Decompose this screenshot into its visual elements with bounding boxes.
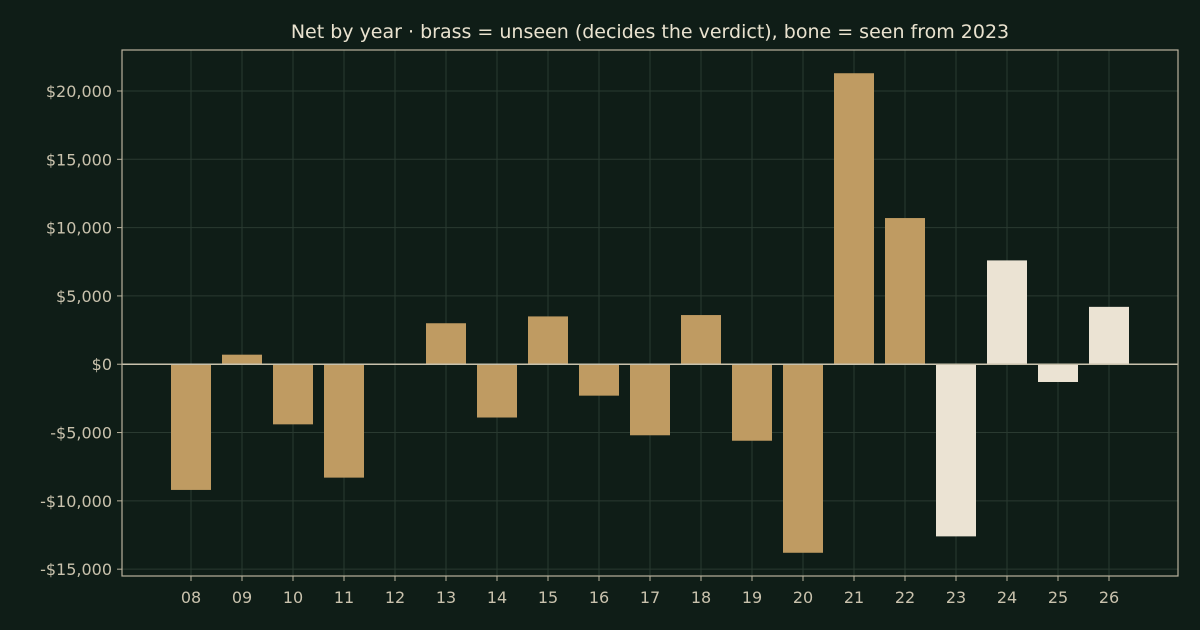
y-tick-label: $10,000 — [46, 219, 112, 238]
bar-11-unseen — [324, 364, 364, 478]
x-tick-label: 18 — [691, 588, 711, 607]
bar-21-unseen — [834, 73, 874, 365]
y-tick-label: $20,000 — [46, 82, 112, 101]
x-tick-label: 12 — [385, 588, 405, 607]
y-tick-label: $0 — [92, 355, 112, 374]
bar-24-seen — [987, 260, 1027, 365]
axes — [117, 49, 1179, 581]
bar-08-unseen — [171, 364, 211, 490]
y-tick-label: -$10,000 — [40, 492, 112, 511]
x-tick-label: 19 — [742, 588, 762, 607]
bars — [171, 73, 1129, 553]
y-tick-label: $5,000 — [56, 287, 112, 306]
bar-20-unseen — [783, 364, 823, 553]
x-tick-label: 15 — [538, 588, 558, 607]
x-tick-label: 09 — [232, 588, 252, 607]
bar-09-unseen — [222, 354, 262, 365]
x-tick-label: 10 — [283, 588, 303, 607]
x-tick-label: 23 — [946, 588, 966, 607]
x-tick-label: 13 — [436, 588, 456, 607]
x-tick-label: 11 — [334, 588, 354, 607]
chart-title: Net by year · brass = unseen (decides th… — [291, 21, 1009, 43]
bar-23-seen — [936, 364, 976, 537]
x-tick-label: 16 — [589, 588, 609, 607]
x-tick-label: 14 — [487, 588, 507, 607]
bar-26-seen — [1089, 306, 1129, 365]
x-tick-label: 24 — [997, 588, 1017, 607]
plot-frame — [121, 49, 1179, 577]
y-tick-label: $15,000 — [46, 150, 112, 169]
bar-10-unseen — [273, 364, 313, 425]
x-tick-label: 21 — [844, 588, 864, 607]
bar-17-unseen — [630, 364, 670, 436]
bar-13-unseen — [426, 323, 466, 365]
bar-19-unseen — [732, 364, 772, 441]
x-tick-label: 25 — [1048, 588, 1068, 607]
bar-14-unseen — [477, 364, 517, 418]
x-tick-label: 08 — [181, 588, 201, 607]
y-tick-label: -$5,000 — [50, 424, 112, 443]
bar-18-unseen — [681, 315, 721, 365]
x-tick-label: 17 — [640, 588, 660, 607]
bar-25-seen — [1038, 364, 1078, 382]
bar-16-unseen — [579, 364, 619, 396]
bar-22-unseen — [885, 218, 925, 365]
bar-15-unseen — [528, 316, 568, 365]
y-tick-labels: -$15,000 -$10,000 -$5,000 $0 $5,000 $10,000 $1… — [40, 82, 112, 579]
x-tick-label: 20 — [793, 588, 813, 607]
x-tick-label: 26 — [1099, 588, 1119, 607]
y-tick-label: -$15,000 — [40, 560, 112, 579]
x-tick-label: 22 — [895, 588, 915, 607]
x-tick-labels: 08 09 10 11 12 13 14 15 16 17 18 19 20 21 22 23 24 25 26 — [181, 588, 1119, 607]
